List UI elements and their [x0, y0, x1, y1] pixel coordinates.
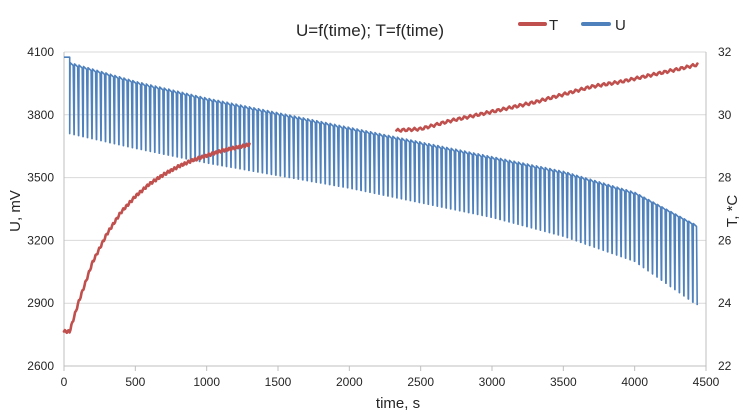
- x-tick-label-1500: 1500: [265, 375, 292, 389]
- y-left-tick-label-3200: 3200: [27, 233, 54, 247]
- x-axis-title: time, s: [376, 395, 420, 412]
- y-left-tick-label-2600: 2600: [27, 359, 54, 373]
- y-left-tick-label-2900: 2900: [27, 296, 54, 310]
- legend-label-U: U: [615, 17, 626, 34]
- x-tick-label-0: 0: [61, 375, 68, 389]
- y-axis-left-title: U, mV: [7, 190, 24, 232]
- y-right-tick-label-28: 28: [718, 171, 732, 185]
- x-tick-label-2500: 2500: [407, 375, 434, 389]
- series-T-line-segment-1: [62, 142, 251, 335]
- legend-label-T: T: [549, 17, 558, 34]
- y-right-tick-label-26: 26: [718, 233, 732, 247]
- y-axis-right-title: T, *C: [724, 195, 741, 228]
- y-right-tick-label-30: 30: [718, 108, 732, 122]
- legend: T U: [518, 17, 626, 34]
- axes: [63, 52, 707, 371]
- x-tick-label-2000: 2000: [336, 375, 363, 389]
- y-right-tick-label-22: 22: [718, 359, 732, 373]
- x-tick-label-4500: 4500: [693, 375, 720, 389]
- x-tick-label-500: 500: [125, 375, 145, 389]
- y-left-tick-label-4100: 4100: [27, 45, 54, 59]
- series-T-line-segment-2: [395, 62, 699, 133]
- x-tick-label-4000: 4000: [621, 375, 648, 389]
- plot-series: [62, 56, 699, 335]
- y-right-tick-label-24: 24: [718, 296, 732, 310]
- tick-labels: 0 500 1000 1500 2000 2500 3000 3500 4000 4500 2600…: [27, 45, 731, 389]
- y-right-tick-label-32: 32: [718, 45, 732, 59]
- y-left-tick-label-3500: 3500: [27, 171, 54, 185]
- y-left-tick-label-3800: 3800: [27, 108, 54, 122]
- x-tick-label-3000: 3000: [479, 375, 506, 389]
- x-tick-label-1000: 1000: [193, 375, 220, 389]
- series-U-line: [64, 56, 698, 306]
- chart-title: U=f(time); T=f(time): [296, 21, 444, 40]
- x-tick-label-3500: 3500: [550, 375, 577, 389]
